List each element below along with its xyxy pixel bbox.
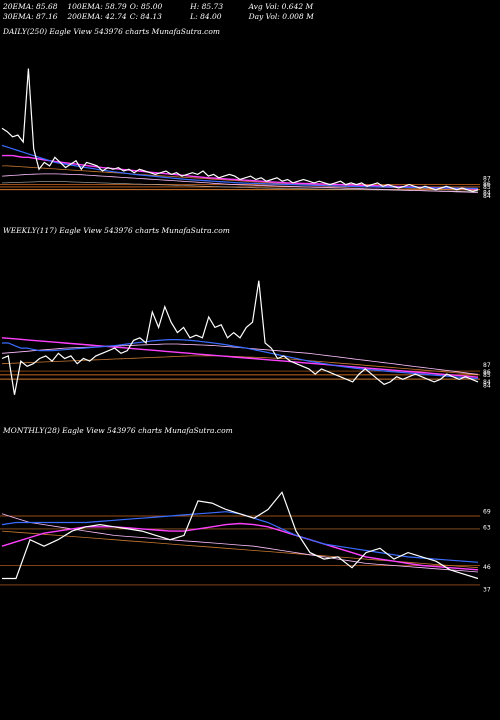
daily-ema-line-1 [1, 144, 479, 190]
close-label: C: 84.13 [129, 12, 162, 21]
daily-tick-label: 87 [483, 175, 491, 182]
monthly-tick-label: 46 [483, 564, 491, 571]
day-vol-label: Day Vol: 0.008 M [248, 12, 314, 21]
monthly-tick-label: 37 [483, 586, 491, 593]
ema100-label: 100EMA: 58.79 [67, 2, 127, 11]
low-label: L: 84.00 [190, 12, 222, 21]
ema200-label: 200EMA: 42.74 [67, 12, 127, 21]
monthly-panel-title: MONTHLY(28) Eagle View 543976 charts Mun… [3, 426, 233, 435]
daily-panel-title: DAILY(250) Eagle View 543976 charts Muna… [3, 27, 220, 36]
weekly-ema-line-2 [1, 337, 479, 378]
weekly-tick-label: 84 [483, 382, 491, 389]
open-label: O: 85.00 [129, 2, 163, 11]
weekly-tick-label: 86 [483, 369, 491, 376]
weekly-tick-label: 85 [483, 372, 491, 379]
monthly-ema-line-4 [1, 530, 479, 569]
stats-row-1: 20EMA: 85.68 100EMA: 58.79 O: 85.00 H: 8… [3, 2, 314, 12]
weekly-tick-label: 87 [483, 362, 491, 369]
stats-header: 20EMA: 85.68 100EMA: 58.79 O: 85.00 H: 8… [3, 2, 314, 22]
weekly-ema-line-1 [2, 338, 479, 380]
stats-row-2: 30EMA: 87.16 200EMA: 42.74 C: 84.13 L: 8… [3, 12, 314, 22]
weekly-panel-title: WEEKLY(117) Eagle View 543976 charts Mun… [3, 226, 230, 235]
daily-tick-label: 85 [483, 184, 491, 191]
daily-tick-label: 86 [483, 181, 491, 188]
monthly-tick-label: 69 [483, 509, 491, 516]
high-label: H: 85.73 [190, 2, 224, 11]
monthly-tick-label: 63 [483, 524, 491, 531]
monthly-price-line [2, 491, 479, 580]
ema30-label: 30EMA: 87.16 [3, 12, 58, 21]
ema20-label: 20EMA: 85.68 [3, 2, 58, 11]
monthly-ema-line-3 [1, 513, 479, 573]
daily-price-line [1, 68, 479, 193]
daily-ema-line-3 [1, 173, 479, 193]
weekly-price-line [1, 280, 479, 395]
monthly-chart: 69 63 46 37 [0, 491, 491, 593]
daily-tick-label: 84 [483, 193, 491, 200]
daily-tick-label: 84 [483, 190, 491, 197]
monthly-ema-line-2 [1, 522, 479, 571]
avg-vol-label: Avg Vol: 0.642 M [248, 2, 314, 11]
weekly-tick-label: 84 [483, 379, 491, 386]
